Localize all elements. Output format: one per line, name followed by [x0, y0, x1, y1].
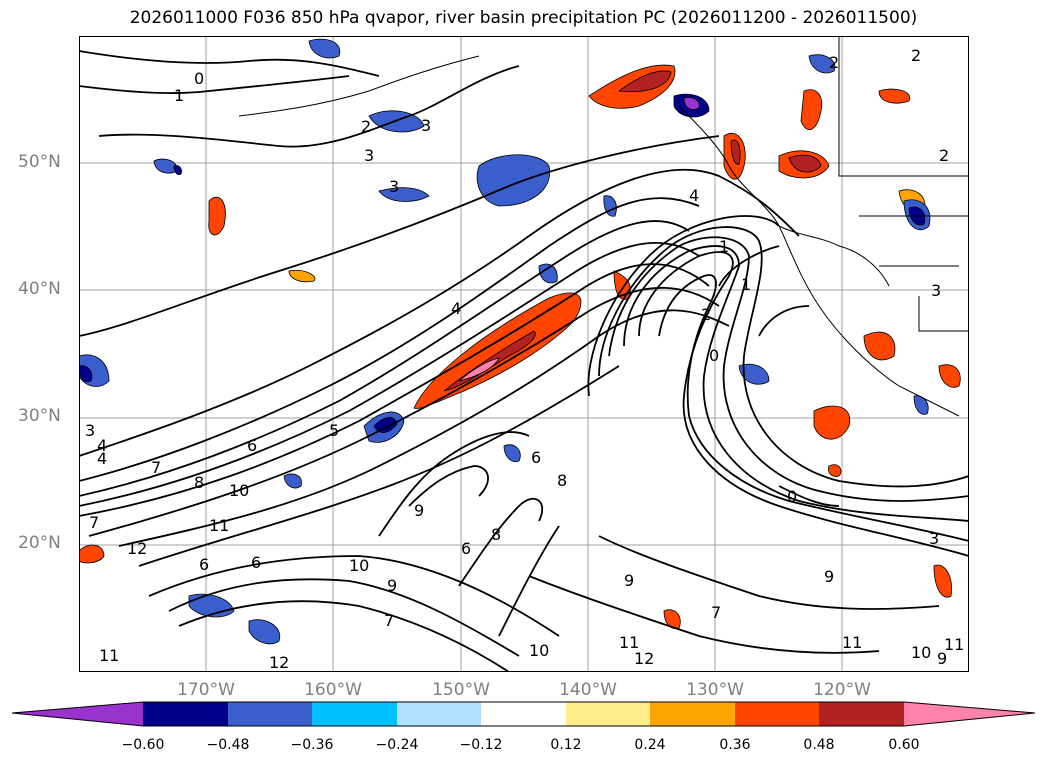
coastlines — [238, 36, 969, 417]
contour-label: 7 — [89, 513, 99, 532]
contour-label: 11 — [842, 633, 862, 652]
lat-label: 30°N — [18, 406, 61, 426]
contour-label: 8 — [194, 473, 204, 492]
colorbar-tick: −0.60 — [121, 737, 165, 753]
contour-label: 10 — [349, 556, 369, 575]
contour-label: 9 — [824, 567, 834, 586]
lon-label: 140°W — [559, 680, 617, 700]
colorbar-segment — [481, 702, 566, 726]
lon-label: 160°W — [304, 680, 362, 700]
colorbar-segment — [819, 702, 904, 726]
contour-label: 12 — [127, 539, 147, 558]
qvapor-contours — [79, 50, 969, 672]
contour-label: 5 — [329, 421, 339, 440]
contour-label: 3 — [389, 177, 399, 196]
contour-label: 3 — [85, 421, 95, 440]
contour-label: 2 — [829, 53, 839, 72]
contour-label: 3 — [421, 116, 431, 135]
colorbar-segment — [12, 702, 143, 726]
contour-label: 2 — [911, 46, 921, 65]
contour-label: 2 — [361, 117, 371, 136]
map-title: 2026011000 F036 850 hPa qvapor, river ba… — [129, 8, 918, 28]
contour-label: 9 — [624, 571, 634, 590]
contour-label: 7 — [384, 611, 394, 630]
contour-label: 1 — [719, 237, 729, 256]
colorbar-tick: 0.60 — [888, 737, 920, 753]
contour-label: 11 — [209, 516, 229, 535]
contour-label: 11 — [619, 633, 639, 652]
colorbar-segment — [735, 702, 819, 726]
colorbar-segment — [143, 702, 228, 726]
contour-label: 12 — [634, 649, 654, 668]
colorbar-segment — [566, 702, 650, 726]
colorbar-tick: 0.48 — [803, 737, 835, 753]
positive-anomaly-patches — [79, 64, 961, 629]
contour-label: 8 — [491, 525, 501, 544]
contour-label: 11 — [944, 635, 964, 654]
lat-label: 40°N — [18, 279, 61, 299]
contour-label: 10 — [529, 641, 549, 660]
contour-label: 10 — [911, 643, 931, 662]
contour-label: 12 — [269, 653, 289, 672]
contour-labels: 0 1 2 3 3 3 2 2 2 4 4 1 1 2 0 4 3 7 8 10… — [85, 46, 964, 672]
colorbar-segment — [904, 702, 1035, 726]
colorbar — [11, 701, 1036, 727]
contour-label: 9 — [414, 501, 424, 520]
contour-label: 1 — [741, 275, 751, 294]
contour-label: 9 — [937, 649, 947, 668]
lon-label: 120°W — [813, 680, 871, 700]
colorbar-segment — [228, 702, 312, 726]
contour-label: 3 — [931, 281, 941, 300]
contour-label: 7 — [711, 603, 721, 622]
colorbar-tick: 0.12 — [550, 737, 582, 753]
contour-label: 8 — [557, 471, 567, 490]
colorbar-tick: −0.36 — [290, 737, 334, 753]
contour-label: 4 — [689, 186, 699, 205]
contour-label: 10 — [229, 481, 249, 500]
lon-label: 150°W — [432, 680, 490, 700]
lat-label: 20°N — [18, 533, 61, 553]
contour-label: 0 — [194, 69, 204, 88]
contour-label: 2 — [939, 146, 949, 165]
lon-label: 130°W — [686, 680, 744, 700]
contour-label: 0 — [787, 487, 797, 506]
contour-label: 6 — [461, 539, 471, 558]
map-panel: 0 1 2 3 3 3 2 2 2 4 4 1 1 2 0 4 3 7 8 10… — [79, 36, 969, 672]
contour-label: 11 — [99, 646, 119, 665]
contour-label: 6 — [247, 436, 257, 455]
contour-label: 3 — [364, 146, 374, 165]
contour-label: 4 — [97, 449, 107, 468]
contour-label: 2 — [701, 305, 711, 324]
map-canvas: 0 1 2 3 3 3 2 2 2 4 4 1 1 2 0 4 3 7 8 10… — [79, 36, 969, 672]
contour-label: 6 — [199, 555, 209, 574]
contour-label: 6 — [251, 553, 261, 572]
colorbar-outline — [11, 701, 1036, 727]
contour-label: 4 — [97, 436, 107, 455]
lat-label: 50°N — [18, 152, 61, 172]
colorbar-tick: 0.24 — [634, 737, 666, 753]
contour-label: 3 — [929, 529, 939, 548]
colorbar-tick: −0.48 — [206, 737, 250, 753]
colorbar-segment — [397, 702, 481, 726]
contour-label: 1 — [174, 86, 184, 105]
colorbar-segment — [650, 702, 735, 726]
lon-label: 170°W — [177, 680, 235, 700]
contour-label: 4 — [451, 299, 461, 318]
contour-label: 7 — [151, 458, 161, 477]
colorbar-segment — [312, 702, 397, 726]
colorbar-tick: −0.12 — [459, 737, 503, 753]
contour-label: 0 — [709, 346, 719, 365]
contour-label: 6 — [531, 448, 541, 467]
colorbar-tick: −0.24 — [375, 737, 419, 753]
contour-label: 9 — [387, 576, 397, 595]
colorbar-tick: 0.36 — [719, 737, 751, 753]
